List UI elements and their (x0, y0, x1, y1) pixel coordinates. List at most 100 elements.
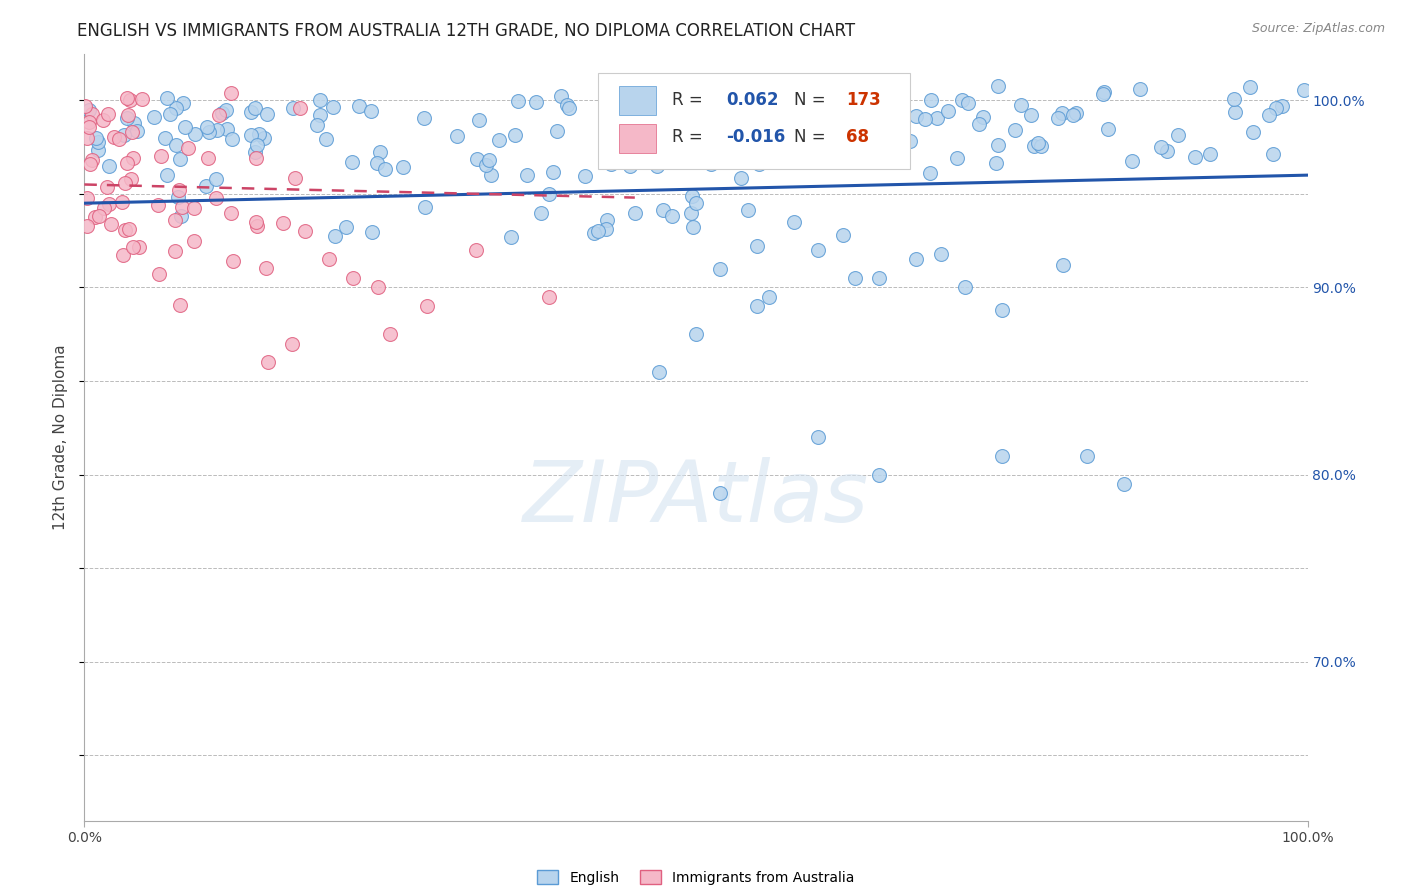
Point (219, 205, 242, 219)
FancyBboxPatch shape (619, 86, 655, 115)
Point (374, 162, 396, 177)
Text: Source: ZipAtlas.com: Source: ZipAtlas.com (1251, 22, 1385, 36)
Point (1114, 476, 1136, 491)
Point (103, 129, 125, 144)
Point (97, 159, 120, 173)
Point (205, 123, 228, 137)
Point (1010, 98, 1032, 112)
Point (1019, 108, 1042, 122)
Point (77, 120, 100, 135)
Point (1167, 128, 1189, 142)
Point (1294, 83, 1316, 97)
Point (413, 112, 436, 126)
Point (991, 302, 1014, 317)
Point (748, 157, 770, 171)
Point (598, 123, 620, 137)
Point (128, 240, 150, 254)
Point (783, 113, 806, 128)
Point (245, 215, 267, 229)
Point (148, 268, 170, 282)
Point (1261, 147, 1284, 161)
Point (869, 467, 891, 482)
Point (163, 213, 186, 227)
Point (574, 169, 596, 183)
Point (1239, 80, 1261, 95)
Point (240, 128, 263, 142)
Point (198, 125, 221, 139)
Point (219, 87, 242, 101)
Point (127, 124, 149, 138)
Point (86, 131, 108, 145)
Point (335, 219, 357, 234)
Point (600, 157, 623, 171)
Point (516, 168, 538, 182)
Point (114, 176, 136, 190)
Text: N =: N = (794, 91, 831, 109)
Point (844, 271, 866, 285)
Point (1265, 102, 1288, 116)
Point (831, 227, 853, 242)
Point (987, 79, 1010, 94)
Point (222, 253, 245, 268)
Point (586, 224, 609, 238)
Point (392, 160, 415, 174)
Point (122, 151, 145, 165)
Point (156, 91, 179, 105)
Point (758, 290, 780, 304)
Point (169, 209, 191, 223)
Point (217, 122, 239, 136)
Point (501, 230, 523, 244)
Point (131, 91, 153, 105)
Point (76, 191, 98, 205)
Point (879, 111, 901, 125)
Point (309, 108, 332, 122)
Point (257, 355, 280, 369)
Point (112, 248, 135, 262)
Point (82, 107, 104, 121)
Point (1026, 136, 1049, 150)
Point (538, 290, 561, 304)
FancyBboxPatch shape (598, 73, 910, 169)
Point (652, 203, 675, 218)
Point (305, 118, 328, 132)
Point (246, 138, 269, 153)
Point (247, 127, 270, 141)
Point (77, 103, 100, 118)
Point (737, 203, 759, 218)
Point (1156, 144, 1178, 158)
Point (87, 209, 110, 223)
Point (114, 223, 136, 237)
Point (1062, 108, 1084, 122)
Point (950, 93, 973, 107)
Point (240, 105, 263, 120)
Point (1047, 111, 1070, 125)
Point (1064, 106, 1087, 120)
Point (120, 93, 142, 107)
Point (1092, 85, 1115, 99)
Point (550, 89, 572, 103)
Text: 0.062: 0.062 (727, 91, 779, 109)
Point (685, 196, 707, 211)
Point (873, 136, 896, 150)
Point (205, 191, 228, 205)
Point (121, 125, 143, 139)
FancyBboxPatch shape (619, 124, 655, 153)
Point (115, 90, 138, 104)
Point (1129, 82, 1152, 96)
Point (624, 205, 647, 219)
Point (112, 128, 135, 142)
Point (156, 168, 179, 182)
Point (86, 136, 108, 150)
Point (271, 216, 294, 230)
Point (165, 244, 187, 258)
Point (197, 151, 219, 165)
Text: ZIPAtlas: ZIPAtlas (523, 457, 869, 540)
Point (120, 171, 142, 186)
Point (96, 180, 118, 194)
Point (446, 129, 468, 144)
Point (159, 106, 181, 120)
Point (1097, 121, 1119, 136)
Point (898, 134, 921, 148)
Point (117, 108, 139, 122)
Point (967, 118, 990, 132)
